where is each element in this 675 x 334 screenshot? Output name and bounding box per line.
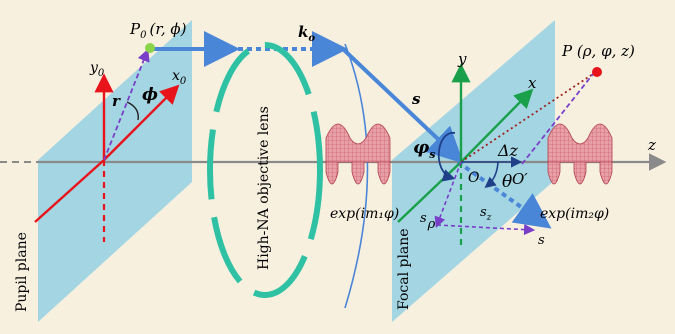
x-axis-arrow	[460, 88, 534, 163]
label-exp1: exp(im₁φ)	[330, 206, 399, 222]
beam-pattern-2	[547, 123, 613, 185]
label-varphi-s: φs	[413, 137, 436, 161]
label-x0: x0	[172, 68, 187, 87]
p0-point	[145, 43, 155, 53]
s-rho-vector	[434, 161, 462, 228]
label-exp2: exp(im₂φ)	[540, 206, 609, 222]
label-p0: P0 (r, ϕ)	[129, 20, 187, 41]
label-p: P (ρ, φ, z)	[561, 42, 635, 60]
label-r: r	[112, 92, 121, 110]
beam-pattern-1	[325, 123, 391, 185]
varphi-s-arc	[437, 132, 456, 182]
label-s-end: s	[538, 233, 545, 248]
label-y: y	[457, 50, 467, 68]
label-s-rho: sρ	[420, 211, 436, 232]
label-y0: y0	[89, 60, 105, 79]
label-ko: ko	[298, 23, 315, 44]
phi-arc	[126, 101, 139, 121]
x0-axis-arrow	[103, 84, 180, 161]
objective-lens	[207, 42, 323, 298]
lens-arc	[344, 43, 369, 309]
theta-arc	[484, 161, 499, 189]
label-o-prime: O′	[512, 170, 528, 188]
label-focal-plane: Focal plane	[396, 228, 412, 310]
s-z-vector	[436, 223, 536, 236]
label-theta: θ	[502, 172, 512, 192]
label-o: O	[468, 170, 480, 186]
label-z: z	[647, 136, 656, 154]
label-pupil-plane: Pupil plane	[14, 232, 30, 312]
label-s-z: sz	[480, 205, 492, 223]
p-point	[592, 67, 602, 77]
pupil-red-diagonal	[34, 159, 105, 223]
label-delta-z: Δz	[497, 141, 519, 160]
s-vector	[341, 47, 464, 164]
r-vector	[103, 48, 150, 161]
pupil-plane	[38, 20, 192, 322]
label-x: x	[528, 74, 537, 92]
label-lens: High-NA objective lens	[256, 106, 272, 270]
label-phi: ϕ	[142, 85, 158, 105]
label-s-vector: s	[412, 90, 421, 108]
oprime-p-line	[521, 73, 594, 165]
op-line	[460, 73, 594, 163]
